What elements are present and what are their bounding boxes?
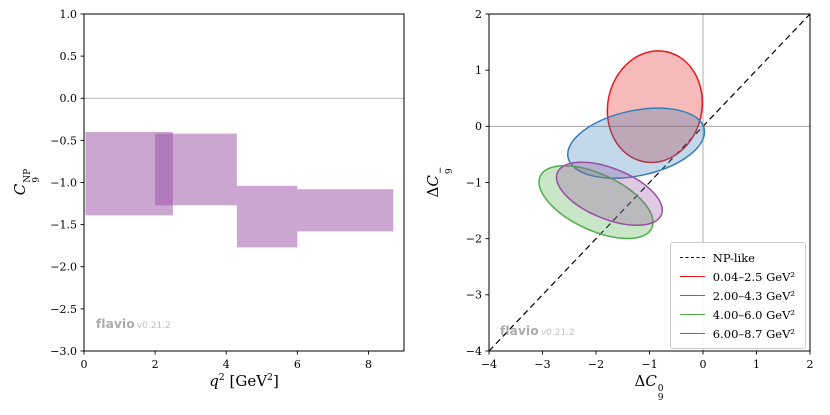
x-tick-label: 0	[700, 358, 707, 371]
contour-ellipse	[567, 107, 706, 179]
legend-label: 0.04–2.5 GeV²	[712, 269, 795, 284]
x-tick-label: −3	[534, 358, 550, 371]
ylabel-prefix: Δ	[423, 186, 442, 198]
purple-line-marker	[679, 333, 705, 334]
confidence-interval-bin	[155, 133, 237, 206]
watermark-version: v0.21.2	[540, 328, 575, 338]
xlabel-unit: [GeV	[224, 372, 268, 390]
x-tick-label: 0	[81, 358, 88, 371]
confidence-interval-bin	[297, 189, 394, 232]
red-line-marker	[679, 276, 705, 277]
legend-label: 2.00–4.3 GeV²	[712, 288, 795, 303]
xlabel-superscript: 0	[657, 383, 664, 394]
y-tick-label: −2	[466, 233, 482, 246]
watermark-version: v0.21.2	[136, 321, 171, 331]
watermark-left: flavio v0.21.2	[96, 317, 171, 331]
y-tick-label: 0.0	[60, 92, 78, 105]
ylabel-symbol: C	[423, 175, 442, 187]
watermark-name: flavio	[500, 324, 539, 338]
xlabel-prefix: Δ	[634, 372, 646, 390]
y-tick-label: −0.5	[50, 134, 77, 147]
y-tick-label: −1.0	[50, 176, 77, 189]
xlabel-symbol: q	[209, 372, 219, 390]
y-tick-label: −3.0	[50, 345, 77, 358]
y-tick-label: −2.5	[50, 303, 77, 316]
right-y-axis-label: ΔC −9	[424, 167, 456, 198]
x-tick-label: −2	[588, 358, 604, 371]
y-tick-label: −1	[466, 176, 482, 189]
ylabel-subscript: 9	[32, 176, 43, 183]
y-tick-label: −4	[466, 345, 482, 358]
legend-item-np-like: NP-like	[679, 248, 795, 267]
y-tick-label: −3	[466, 289, 482, 302]
legend-item-bin2: 2.00–4.3 GeV²	[679, 286, 795, 305]
contour-ellipse	[555, 161, 664, 226]
contour-ellipse	[538, 165, 654, 240]
x-tick-label: 8	[365, 358, 372, 371]
legend-item-bin4: 6.00–8.7 GeV²	[679, 324, 795, 343]
legend-item-bin3: 4.00–6.0 GeV²	[679, 305, 795, 324]
x-tick-label: 4	[223, 358, 230, 371]
x-tick-label: 1	[753, 358, 760, 371]
x-tick-label: −4	[481, 358, 497, 371]
contour-ellipse	[606, 50, 704, 164]
x-tick-label: 2	[152, 358, 159, 371]
x-tick-label: 6	[294, 358, 301, 371]
green-line-marker	[679, 314, 705, 315]
xlabel-superscript: 2	[218, 372, 225, 383]
watermark-name: flavio	[96, 317, 135, 331]
blue-line-marker	[679, 295, 705, 296]
watermark-right: flavio v0.21.2	[500, 324, 575, 338]
legend: NP-like 0.04–2.5 GeV² 2.00–4.3 GeV² 4.00…	[669, 242, 806, 349]
y-tick-label: 1.0	[60, 8, 78, 21]
xlabel-symbol: C	[645, 372, 657, 390]
legend-item-bin1: 0.04–2.5 GeV²	[679, 267, 795, 286]
np-like-diagonal-line	[488, 13, 811, 352]
ylabel-subscript: 9	[445, 168, 456, 175]
right-x-axis-label: ΔC 0 9	[634, 372, 663, 404]
left-plot: 0 2 4 6 8 1.0 0.5 0.0 −0.5 −1.0 −1.5 −2.0 −2.5 −3.0	[50, 8, 405, 371]
y-tick-label: −2.0	[50, 261, 77, 274]
xlabel-subscript: 9	[657, 393, 664, 404]
y-tick-label: −1.5	[50, 219, 77, 232]
y-tick-label: 0	[475, 120, 482, 133]
y-tick-label: 0.5	[60, 50, 78, 63]
left-x-axis-label: q2 [GeV2]	[209, 372, 279, 390]
x-tick-label: 2	[807, 358, 814, 371]
legend-label: NP-like	[712, 250, 755, 265]
y-tick-label: 2	[475, 8, 482, 21]
left-y-axis-label: C NP 9	[11, 169, 43, 195]
legend-label: 6.00–8.7 GeV²	[712, 326, 795, 341]
x-tick-label: −1	[641, 358, 657, 371]
legend-label: 4.00–6.0 GeV²	[712, 307, 795, 322]
ylabel-symbol: C	[10, 183, 29, 196]
xlabel-unit-superscript: 2	[267, 372, 273, 383]
confidence-interval-bin	[236, 185, 298, 248]
y-tick-label: 1	[475, 64, 482, 77]
xlabel-unit-close: ]	[272, 372, 279, 390]
dashed-line-marker	[679, 257, 705, 258]
